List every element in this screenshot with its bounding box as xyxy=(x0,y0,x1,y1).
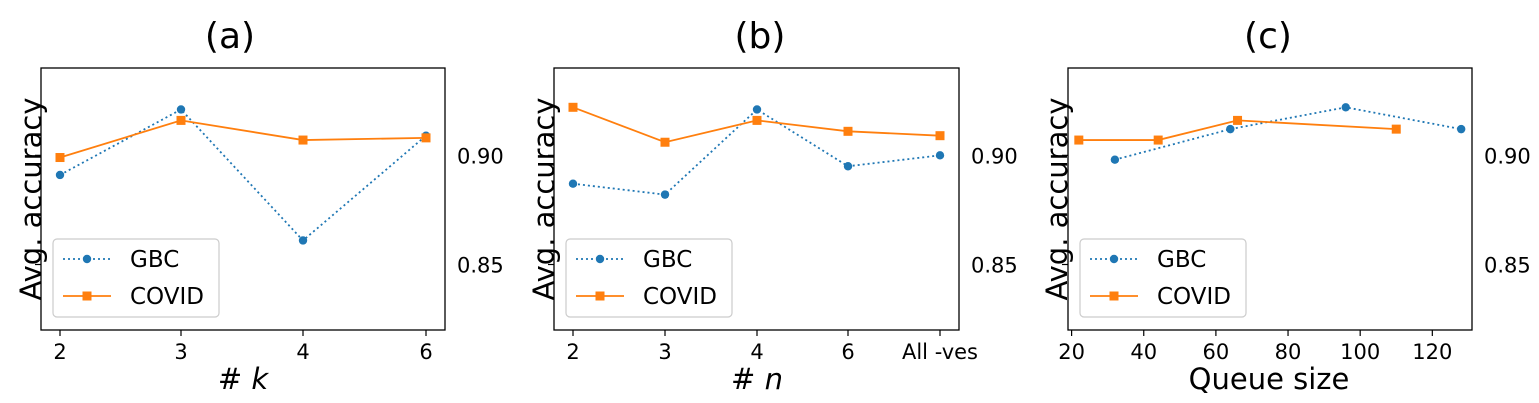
plot-area-frame xyxy=(40,67,446,331)
data-point xyxy=(55,170,65,180)
x-tick-label: 3 xyxy=(174,340,187,364)
series-line xyxy=(59,108,427,242)
x-tick-label: All -ves xyxy=(902,340,978,364)
x-axis-label: Queue size xyxy=(1189,362,1350,396)
data-point xyxy=(176,105,186,114)
x-tick-label: 120 xyxy=(1412,340,1452,364)
y-axis-label: Avg. accuracy xyxy=(14,98,48,301)
data-point xyxy=(1226,124,1235,134)
series-line xyxy=(1114,106,1462,161)
y-tick-label: 0.90 xyxy=(971,144,1018,168)
legend: GBC COVID xyxy=(52,238,220,318)
legend-marker xyxy=(82,254,92,264)
data-point xyxy=(843,126,853,136)
series-line xyxy=(1078,119,1397,141)
x-tick-label: 20 xyxy=(1058,340,1085,364)
series-covid xyxy=(568,102,945,147)
data-point xyxy=(660,137,670,147)
y-axis-label: Avg. accuracy xyxy=(527,98,561,301)
x-tick-label: 3 xyxy=(658,340,671,364)
data-point xyxy=(421,133,431,143)
data-point xyxy=(176,115,186,125)
y-tick-label: 0.90 xyxy=(457,144,504,168)
x-tick-label: 100 xyxy=(1340,340,1380,364)
legend-marker xyxy=(595,291,605,301)
data-point xyxy=(1341,103,1350,112)
data-point xyxy=(935,151,945,160)
data-point xyxy=(1456,124,1466,134)
data-point xyxy=(752,115,762,125)
series-gbc xyxy=(1110,103,1466,164)
data-point xyxy=(298,236,308,245)
y-tick-label: 0.85 xyxy=(1484,254,1531,278)
legend-marker xyxy=(1109,291,1119,301)
legend-label: COVID xyxy=(1157,284,1231,310)
data-point xyxy=(843,162,853,171)
legend-label: GBC xyxy=(1157,247,1206,273)
x-tick-label: 4 xyxy=(750,340,763,364)
chart-title: (b) xyxy=(735,16,786,57)
legend-marker xyxy=(82,291,92,301)
data-point xyxy=(568,102,578,112)
plot-area-frame xyxy=(1067,67,1473,331)
chart-panel: (b) Avg. accuracy 0.90 0.85 2 3 4 6 All -ves # n G… xyxy=(527,16,1018,396)
x-tick-label: 60 xyxy=(1203,340,1230,364)
chart-title: (c) xyxy=(1244,16,1292,57)
chart-panel: (a) Avg. accuracy 0.90 0.85 2 3 4 6 # k GBC COVID xyxy=(14,16,504,396)
legend-label: GBC xyxy=(643,247,692,273)
series-gbc xyxy=(568,105,945,199)
x-tick-label: 2 xyxy=(53,340,66,364)
x-tick-label: 6 xyxy=(419,340,432,364)
series-line xyxy=(572,108,941,196)
y-tick-label: 0.85 xyxy=(971,254,1018,278)
data-point xyxy=(568,179,578,188)
legend: GBC COVID xyxy=(1079,238,1247,318)
y-tick-label: 0.85 xyxy=(457,254,504,278)
x-tick-label: 2 xyxy=(566,340,579,364)
legend-marker xyxy=(595,254,605,264)
data-point xyxy=(1153,135,1163,145)
series-line xyxy=(59,119,427,159)
data-point xyxy=(1391,124,1401,134)
y-axis-label: Avg. accuracy xyxy=(1040,98,1074,301)
data-point xyxy=(55,153,65,163)
series-covid xyxy=(55,115,431,163)
data-point xyxy=(1233,115,1243,125)
x-axis-label: # n xyxy=(731,362,783,396)
chart-title: (a) xyxy=(205,16,255,57)
x-tick-label: 80 xyxy=(1275,340,1302,364)
x-tick-label: 6 xyxy=(841,340,854,364)
x-axis-label: # k xyxy=(218,362,270,396)
data-point xyxy=(660,190,670,199)
legend-label: GBC xyxy=(130,247,179,273)
series-gbc xyxy=(55,105,431,245)
x-tick-label: 4 xyxy=(296,340,309,364)
data-point xyxy=(1110,155,1120,164)
data-point xyxy=(935,131,945,141)
data-point xyxy=(752,105,762,114)
series-covid xyxy=(1074,115,1401,145)
data-point xyxy=(1074,135,1084,145)
x-tick-label: 40 xyxy=(1130,340,1157,364)
legend-label: COVID xyxy=(130,284,204,310)
data-point xyxy=(298,135,308,145)
legend-label: COVID xyxy=(643,284,717,310)
y-tick-label: 0.90 xyxy=(1484,144,1531,168)
legend: GBC COVID xyxy=(565,238,733,318)
legend-marker xyxy=(1109,254,1119,264)
chart-panel: (c) Avg. accuracy 0.90 0.85 20 40 60 80 100 120 Qu… xyxy=(1040,16,1531,396)
